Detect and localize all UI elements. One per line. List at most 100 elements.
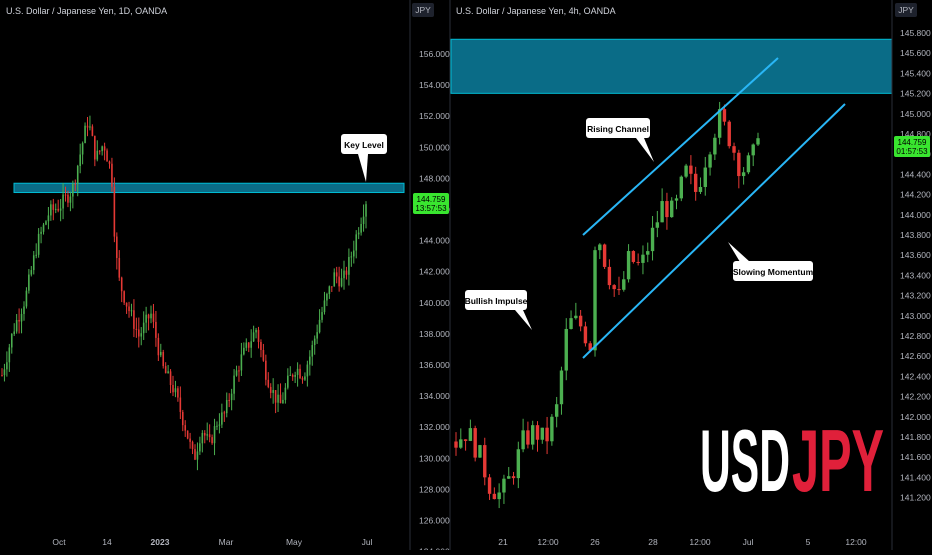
candle-body bbox=[138, 329, 140, 337]
candle-body bbox=[326, 294, 328, 301]
candle-body bbox=[172, 385, 174, 393]
candle-body bbox=[23, 306, 25, 314]
candle-body bbox=[145, 314, 147, 323]
candle-body bbox=[74, 183, 77, 185]
y-tick-label: 142.200 bbox=[900, 392, 931, 402]
candle-body bbox=[756, 138, 760, 145]
candle-body bbox=[30, 270, 33, 275]
candle-body bbox=[497, 492, 501, 500]
candle-body bbox=[57, 208, 59, 211]
candle-body bbox=[323, 300, 326, 313]
x-tick-label: 28 bbox=[648, 537, 658, 547]
right-chart-panel: U.S. Dollar / Japanese Yen, 4h, OANDA Ri… bbox=[450, 0, 931, 550]
y-tick-label: 145.200 bbox=[900, 89, 931, 99]
candle-body bbox=[313, 338, 316, 346]
candle-body bbox=[492, 493, 497, 500]
bullish-impulse-callout-pointer bbox=[515, 310, 532, 330]
candle-body bbox=[304, 376, 306, 380]
right-currency-badge bbox=[895, 3, 917, 17]
candle-body bbox=[318, 319, 321, 333]
candle-body bbox=[196, 451, 199, 460]
candle-body bbox=[191, 441, 194, 450]
y-tick-label: 145.000 bbox=[900, 109, 931, 119]
candle-body bbox=[118, 257, 121, 278]
candle-body bbox=[526, 430, 530, 445]
candle-body bbox=[330, 286, 333, 288]
candle-body bbox=[698, 186, 703, 192]
candle-body bbox=[693, 173, 698, 192]
candle-body bbox=[272, 390, 274, 393]
right-currency: JPY bbox=[898, 5, 914, 15]
candle-body bbox=[598, 244, 602, 251]
candle-body bbox=[69, 196, 72, 203]
candle-body bbox=[203, 432, 206, 436]
y-tick-label: 144.000 bbox=[419, 236, 450, 246]
y-tick-label: 141.800 bbox=[900, 432, 931, 442]
left-y-axis: 156.000154.000152.000150.000148.000146.0… bbox=[419, 49, 450, 555]
left-x-axis: Oct 14 2023 Mar May Jul bbox=[52, 537, 372, 547]
candle-body bbox=[123, 291, 125, 303]
right-y-axis: 145.800 145.600 145.400 145.200 145.000 144.8… bbox=[900, 28, 931, 503]
candle-body bbox=[64, 194, 67, 196]
left-chart-title: U.S. Dollar / Japanese Yen, 1D, OANDA bbox=[6, 6, 167, 16]
candle-body bbox=[554, 404, 559, 417]
right-price-label: 144.759 01:57:53 bbox=[894, 136, 930, 157]
candle-body bbox=[208, 434, 211, 438]
candle-body bbox=[357, 232, 360, 235]
x-tick-label: Jul bbox=[743, 537, 754, 547]
candle-body bbox=[174, 388, 177, 393]
candle-body bbox=[52, 204, 55, 210]
candle-body bbox=[32, 255, 35, 271]
candle-body bbox=[84, 125, 86, 144]
candle-body bbox=[737, 152, 741, 177]
candle-body bbox=[328, 286, 331, 295]
candle-body bbox=[81, 143, 84, 155]
candle-body bbox=[751, 144, 755, 156]
key-level-zone bbox=[13, 182, 405, 194]
candle-body bbox=[583, 326, 588, 344]
candle-body bbox=[309, 356, 311, 365]
candle-body bbox=[301, 378, 304, 380]
candle-body bbox=[265, 360, 267, 380]
left-last-price: 144.759 bbox=[417, 195, 446, 204]
y-tick-label: 144.200 bbox=[900, 190, 931, 200]
candle-body bbox=[230, 393, 233, 401]
candle-body bbox=[45, 221, 47, 225]
x-tick-label: 21 bbox=[498, 537, 508, 547]
candle-body bbox=[96, 150, 99, 160]
rising-channel-callout-pointer bbox=[636, 138, 654, 162]
candle-body bbox=[727, 121, 731, 147]
rising-channel bbox=[582, 57, 846, 359]
x-tick-label: 2023 bbox=[151, 537, 170, 547]
candle-body bbox=[147, 314, 150, 319]
channel-upper-line bbox=[582, 57, 779, 236]
right-price-badge bbox=[894, 136, 930, 157]
candle-body bbox=[574, 315, 578, 319]
candle-body bbox=[355, 234, 358, 251]
candle-body bbox=[289, 374, 292, 376]
y-tick-label: 132.000 bbox=[419, 422, 450, 432]
bullish-impulse-callout: Bullish Impulse bbox=[465, 290, 532, 330]
candle-body bbox=[545, 427, 549, 442]
slowing-momentum-callout-pointer bbox=[728, 242, 750, 262]
candle-body bbox=[106, 150, 108, 162]
candle-body bbox=[6, 362, 8, 370]
candle-body bbox=[169, 371, 172, 386]
candle-body bbox=[135, 328, 138, 330]
candle-body bbox=[184, 425, 187, 431]
candle-body bbox=[108, 161, 111, 164]
candle-body bbox=[502, 478, 506, 493]
candle-body bbox=[130, 310, 133, 312]
candle-body bbox=[35, 254, 38, 256]
y-tick-label: 140.000 bbox=[419, 298, 450, 308]
candle-body bbox=[340, 278, 343, 287]
candle-body bbox=[213, 426, 216, 444]
candle-body bbox=[530, 425, 535, 445]
candle-body bbox=[689, 165, 693, 174]
y-tick-label: 136.000 bbox=[419, 360, 450, 370]
y-tick-label: 142.400 bbox=[900, 371, 931, 381]
candle-body bbox=[655, 222, 660, 228]
left-price-badge bbox=[413, 193, 449, 214]
candle-body bbox=[181, 411, 184, 426]
